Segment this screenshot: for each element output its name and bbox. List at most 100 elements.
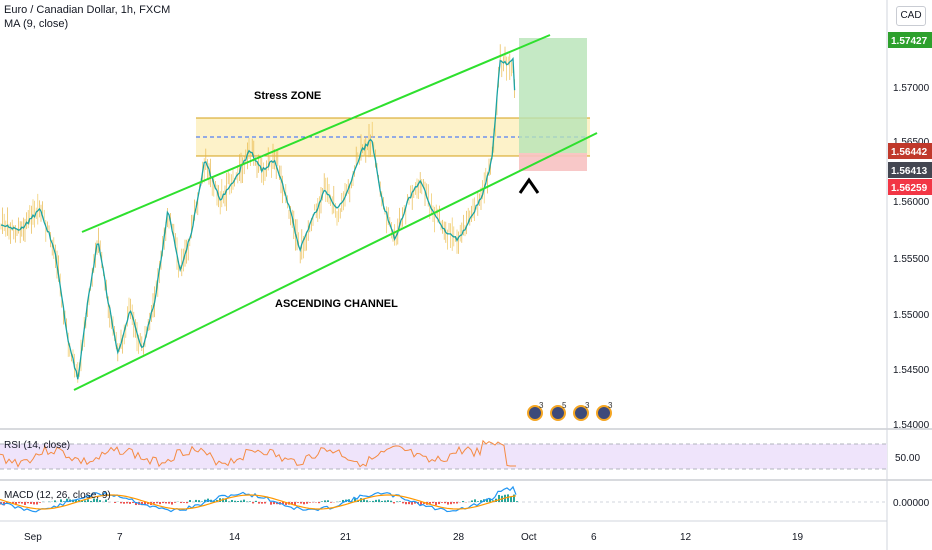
event-icons[interactable]: 3 5 3 3 xyxy=(527,401,613,421)
macd-bar xyxy=(474,499,476,502)
chart-legend[interactable]: Euro / Canadian Dollar, 1h, FXCM MA (9, … xyxy=(4,3,170,31)
macd-tick: 0.00000 xyxy=(893,498,930,509)
macd-bar xyxy=(384,500,386,502)
price-tag-target-text: 1.57427 xyxy=(891,36,928,47)
rsi-line xyxy=(0,439,516,468)
macd-bar xyxy=(252,502,254,504)
ma-line xyxy=(0,56,516,380)
price-axis[interactable]: 1.54000 1.54500 1.55000 1.55500 1.56000 … xyxy=(893,83,930,431)
macd-bar xyxy=(480,500,482,502)
macd-legend[interactable]: MACD (12, 26, close, 9) xyxy=(4,490,111,501)
macd-bar xyxy=(129,502,131,504)
macd-bar xyxy=(477,501,479,502)
macd-bar xyxy=(156,502,158,504)
macd-bar xyxy=(303,502,305,505)
macd-bar xyxy=(231,499,233,502)
macd-bar xyxy=(54,500,56,502)
macd-bar xyxy=(270,502,272,505)
price-tag-entry-text: 1.56442 xyxy=(891,147,928,158)
macd-bar xyxy=(39,502,41,503)
macd-bar xyxy=(435,502,437,506)
symbol-title[interactable]: Euro / Canadian Dollar, 1h, FXCM xyxy=(4,4,171,16)
macd-bar xyxy=(33,502,35,505)
time-tick: 7 xyxy=(117,532,123,543)
channel-lower-line[interactable] xyxy=(73,132,598,391)
macd-bar xyxy=(198,500,200,502)
macd-bar xyxy=(453,502,455,504)
macd-bar xyxy=(366,500,368,502)
macd-bar xyxy=(225,499,227,502)
macd-bar xyxy=(6,502,8,504)
macd-bar xyxy=(87,499,89,502)
price-tag-stop-bg xyxy=(888,179,932,195)
event-icon[interactable] xyxy=(527,405,543,421)
event-icon[interactable] xyxy=(550,405,566,421)
macd-bar xyxy=(402,502,404,504)
macd-bar xyxy=(114,502,116,503)
time-tick: 21 xyxy=(340,532,352,543)
price-tag-last-bg xyxy=(888,162,932,178)
macd-bar xyxy=(420,502,422,506)
time-tick: 6 xyxy=(591,532,597,543)
long-target-zone[interactable] xyxy=(519,38,587,153)
macd-bar xyxy=(354,498,356,502)
macd-bar xyxy=(186,502,188,504)
time-axis[interactable]: Sep 7 14 21 28 Oct 6 12 19 xyxy=(24,532,804,543)
price-tag-stop-text: 1.56259 xyxy=(891,183,928,194)
time-tick: 19 xyxy=(792,532,804,543)
rsi-legend[interactable]: RSI (14, close) xyxy=(4,440,71,451)
event-icon[interactable] xyxy=(596,405,612,421)
macd-bar xyxy=(429,502,431,504)
macd-bar xyxy=(369,501,371,502)
macd-bar xyxy=(513,494,515,502)
macd-bar xyxy=(141,502,143,506)
macd-bar xyxy=(357,500,359,502)
currency-button[interactable]: CAD xyxy=(896,6,926,26)
price-tag-target: 1.57427 xyxy=(888,32,932,48)
macd-bar xyxy=(396,501,398,502)
price-tag-stop: 1.56259 xyxy=(888,179,932,195)
channel-upper-line[interactable] xyxy=(81,34,551,233)
stress-zone-label[interactable]: Stress ZONE xyxy=(254,90,321,102)
macd-bar xyxy=(249,501,251,502)
macd-bar xyxy=(123,502,125,504)
time-tick: Sep xyxy=(24,532,42,543)
macd-bar xyxy=(489,498,491,502)
macd-bar xyxy=(510,496,512,502)
macd-bar xyxy=(330,502,332,503)
macd-bar xyxy=(168,502,170,504)
channel-label[interactable]: ASCENDING CHANNEL xyxy=(275,298,398,310)
macd-bar xyxy=(93,498,95,502)
macd-bar xyxy=(258,502,260,504)
long-stop-zone[interactable] xyxy=(519,153,587,171)
price-tag-entry-bg xyxy=(888,143,932,159)
macd-bar xyxy=(126,502,128,504)
macd-bar xyxy=(30,502,32,504)
macd-bar xyxy=(363,499,365,502)
ma-legend[interactable]: MA (9, close) xyxy=(4,18,69,30)
macd-bar xyxy=(162,502,164,504)
price-tag-target-bg xyxy=(888,32,932,48)
macd-bar xyxy=(255,500,257,502)
macd-bar xyxy=(153,502,155,504)
macd-bar xyxy=(183,502,185,503)
price-tick: 1.56000 xyxy=(893,197,930,208)
macd-bar xyxy=(294,502,296,506)
macd-bar xyxy=(90,500,92,502)
macd-bar xyxy=(189,500,191,502)
macd-bar xyxy=(12,502,14,504)
macd-bar xyxy=(306,502,308,504)
macd-bar xyxy=(432,502,434,504)
macd-bar xyxy=(84,500,86,502)
macd-bar xyxy=(165,502,167,504)
macd-bar xyxy=(381,500,383,502)
macd-bar xyxy=(285,502,287,505)
macd-bar xyxy=(273,502,275,505)
macd-bar xyxy=(282,502,284,505)
macd-bar xyxy=(405,502,407,505)
event-icon[interactable] xyxy=(573,405,589,421)
macd-bar xyxy=(342,499,344,502)
macd-signal-line xyxy=(0,494,517,510)
macd-bar xyxy=(99,500,101,502)
